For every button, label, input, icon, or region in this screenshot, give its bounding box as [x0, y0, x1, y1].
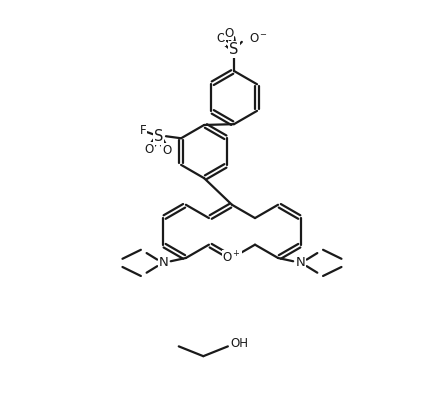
Text: O: O: [145, 143, 154, 156]
Text: N: N: [296, 256, 305, 269]
Text: O$^+$: O$^+$: [222, 250, 242, 266]
Text: OH: OH: [231, 337, 248, 350]
Text: F: F: [140, 124, 146, 137]
Text: S: S: [229, 42, 239, 57]
Text: O$^-$: O$^-$: [249, 32, 268, 44]
Text: N: N: [159, 256, 168, 269]
Text: O: O: [216, 32, 225, 45]
Text: O: O: [162, 144, 171, 157]
Text: O: O: [225, 27, 234, 40]
Text: S: S: [154, 129, 163, 144]
